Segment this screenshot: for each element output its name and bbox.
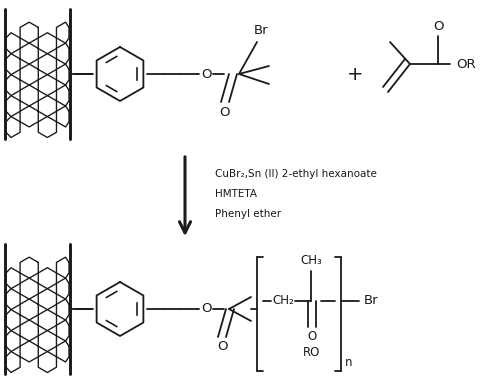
Text: n: n	[345, 356, 352, 369]
Text: HMTETA: HMTETA	[215, 189, 257, 199]
Text: CH₃: CH₃	[300, 255, 322, 268]
Text: O: O	[308, 331, 316, 344]
Text: O: O	[201, 68, 211, 81]
Text: Phenyl ether: Phenyl ether	[215, 209, 281, 219]
Text: CH₂: CH₂	[272, 295, 294, 308]
Text: O: O	[201, 303, 211, 316]
Text: O: O	[433, 20, 444, 33]
Text: +: +	[347, 65, 363, 83]
Text: O: O	[217, 341, 227, 354]
Text: Br: Br	[254, 25, 268, 38]
Text: CuBr₂,Sn (II) 2-ethyl hexanoate: CuBr₂,Sn (II) 2-ethyl hexanoate	[215, 169, 377, 179]
Text: RO: RO	[304, 346, 320, 359]
Text: Br: Br	[364, 295, 378, 308]
Text: O: O	[220, 106, 230, 119]
Text: OR: OR	[456, 58, 476, 71]
